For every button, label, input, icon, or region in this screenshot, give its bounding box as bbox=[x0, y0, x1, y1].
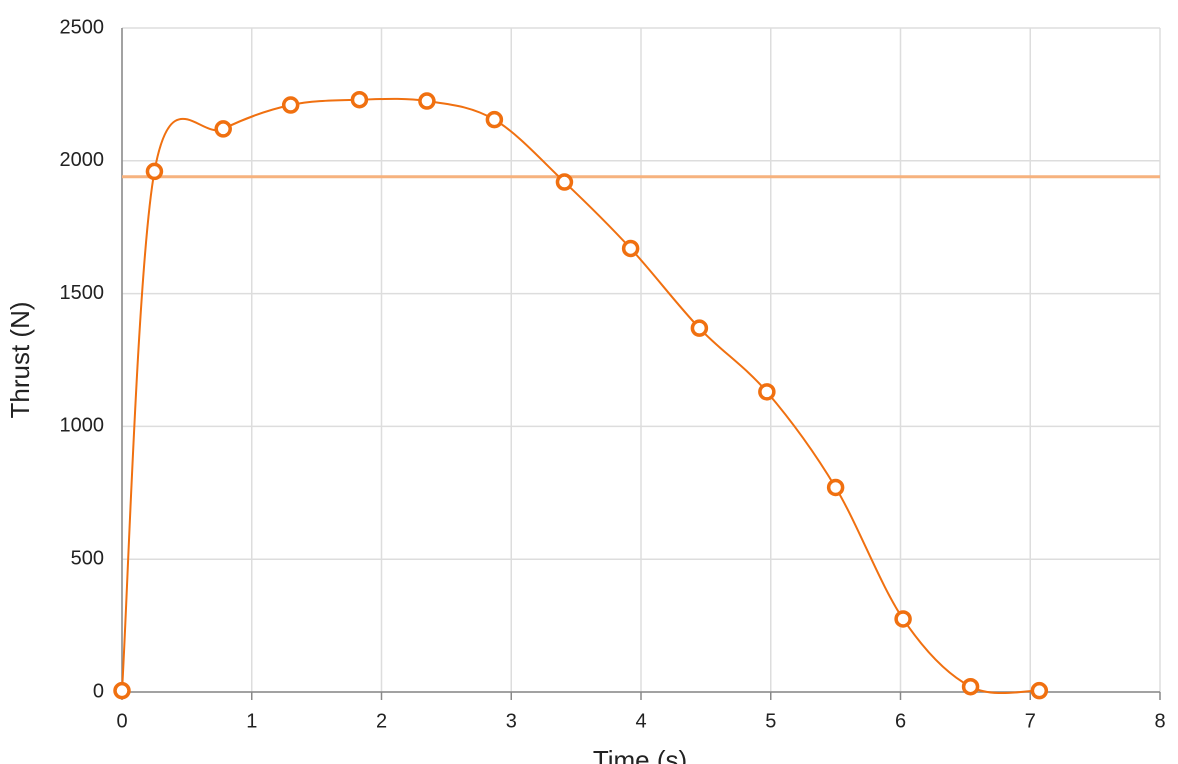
x-tick-label: 2 bbox=[376, 710, 387, 732]
data-point bbox=[214, 120, 232, 138]
data-point bbox=[1030, 681, 1049, 700]
y-tick-label: 2000 bbox=[60, 149, 105, 171]
data-point bbox=[758, 383, 776, 401]
data-point bbox=[281, 96, 300, 114]
data-point bbox=[418, 92, 436, 110]
x-tick-label: 7 bbox=[1025, 710, 1036, 732]
x-tick-label: 0 bbox=[116, 710, 127, 732]
data-point bbox=[485, 110, 504, 129]
data-point bbox=[961, 677, 980, 696]
x-tick-label: 5 bbox=[765, 710, 776, 732]
data-point bbox=[350, 90, 369, 109]
data-point bbox=[555, 173, 574, 191]
y-tick-label: 500 bbox=[71, 547, 104, 569]
x-tick-label: 3 bbox=[506, 710, 517, 732]
data-point bbox=[894, 610, 912, 628]
y-tick-label: 1500 bbox=[60, 282, 105, 304]
x-tick-label: 6 bbox=[895, 710, 906, 732]
series-line bbox=[121, 97, 1040, 695]
data-point bbox=[621, 239, 640, 258]
y-tick-label: 1000 bbox=[60, 415, 105, 437]
data-point bbox=[690, 319, 709, 337]
x-tick-label: 4 bbox=[635, 710, 646, 732]
y-tick-label: 2500 bbox=[60, 16, 105, 38]
y-axis-title: Thrust (N) bbox=[5, 302, 35, 419]
x-tick-label: 1 bbox=[246, 710, 257, 732]
data-point bbox=[145, 162, 164, 181]
x-tick-label: 8 bbox=[1154, 710, 1165, 732]
data-point bbox=[113, 681, 131, 700]
data-point bbox=[826, 478, 845, 497]
x-axis-title: Time (s) bbox=[593, 745, 687, 764]
y-tick-label: 0 bbox=[93, 680, 104, 702]
